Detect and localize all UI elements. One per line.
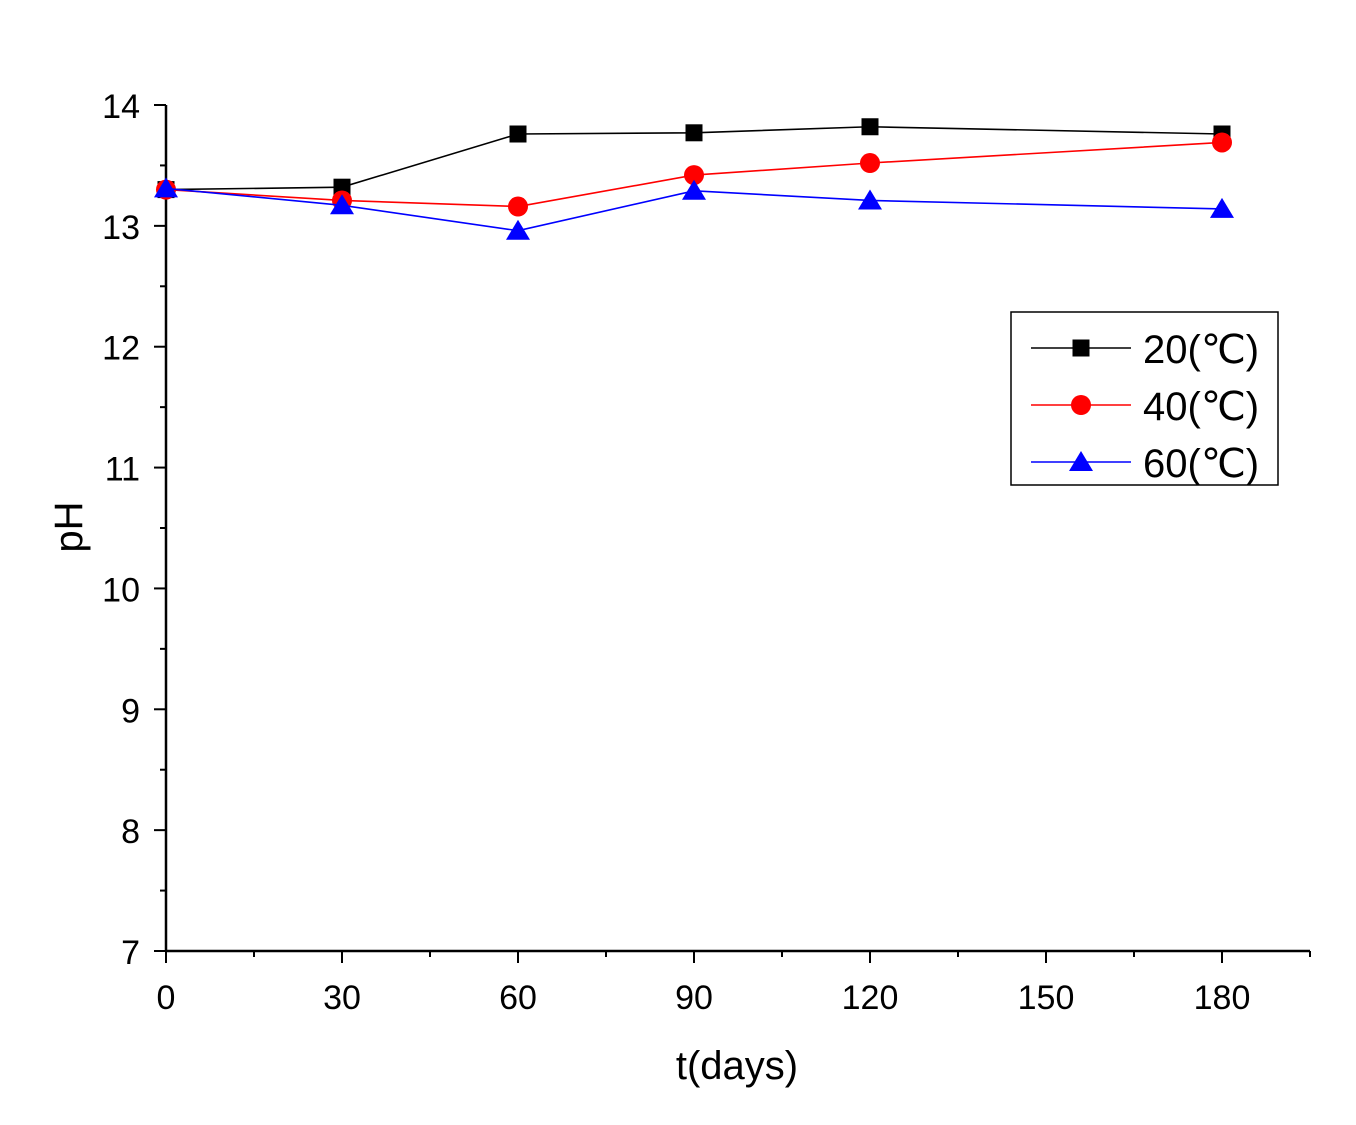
y-tick-label: 8 [121,813,140,851]
legend-entry-3: 60(℃) [1031,442,1259,486]
data-point [330,194,354,215]
y-tick-label: 11 [105,451,140,489]
x-tick-label: 120 [842,979,899,1017]
x-tick-label: 90 [675,979,713,1017]
legend-entry-1: 20(℃) [1031,328,1259,372]
y-tick-label: 13 [102,209,140,247]
data-point [1212,132,1232,153]
data-point [682,179,706,200]
x-tick-label: 180 [1194,979,1251,1017]
y-axis-label: pH [47,501,91,552]
x-tick-label: 150 [1018,979,1075,1017]
data-point [509,125,527,143]
legend-marker [1071,395,1091,415]
y-tick-label: 12 [102,330,140,368]
series-layer [154,118,1234,240]
x-tick-label: 0 [157,979,176,1017]
data-point [861,118,879,136]
y-tick-label: 9 [121,692,140,730]
series-line [165,125,1223,191]
data-point [685,124,703,142]
y-tick-label: 7 [121,934,140,972]
x-tick-label: 60 [499,979,537,1017]
data-point [684,165,704,186]
legend-marker [1072,339,1090,357]
x-tick-label: 30 [323,979,361,1017]
data-point [506,219,530,240]
legend-label: 60(℃) [1143,442,1259,486]
legend-entry-2: 40(℃) [1031,385,1259,429]
data-point [154,177,178,198]
legend-label: 40(℃) [1143,385,1259,429]
series-line [165,141,1223,208]
legend: 20(℃) 40(℃) 60(℃) [1010,311,1279,486]
data-point [858,189,882,210]
y-tick-label: 14 [102,88,140,126]
legend-label: 20(℃) [1143,328,1259,372]
series-3 [154,177,1234,240]
series-2 [156,132,1232,217]
data-point [508,196,528,217]
x-axis-label: t(days) [676,1044,798,1088]
y-tick-label: 10 [102,571,140,609]
axes: 7 8 9 10 11 12 13 14 0 30 60 90 120 150 180 [102,88,1311,1017]
legend-marker [1069,451,1093,471]
legend-box [1010,311,1279,486]
series-line [165,187,1223,232]
data-point [860,153,880,174]
data-point [1210,197,1234,218]
